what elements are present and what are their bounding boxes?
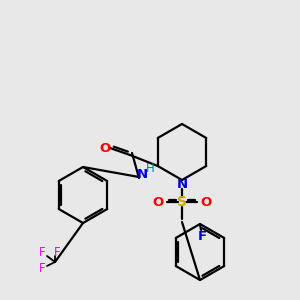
Text: N: N bbox=[136, 169, 148, 182]
Text: O: O bbox=[99, 142, 111, 154]
Text: O: O bbox=[200, 196, 211, 208]
Text: F: F bbox=[39, 245, 45, 259]
Text: N: N bbox=[176, 178, 188, 191]
Text: F: F bbox=[39, 262, 45, 275]
Text: F: F bbox=[197, 230, 207, 242]
Text: O: O bbox=[152, 196, 164, 208]
Text: F: F bbox=[54, 245, 60, 259]
Text: H: H bbox=[146, 161, 154, 175]
Text: S: S bbox=[177, 195, 187, 209]
